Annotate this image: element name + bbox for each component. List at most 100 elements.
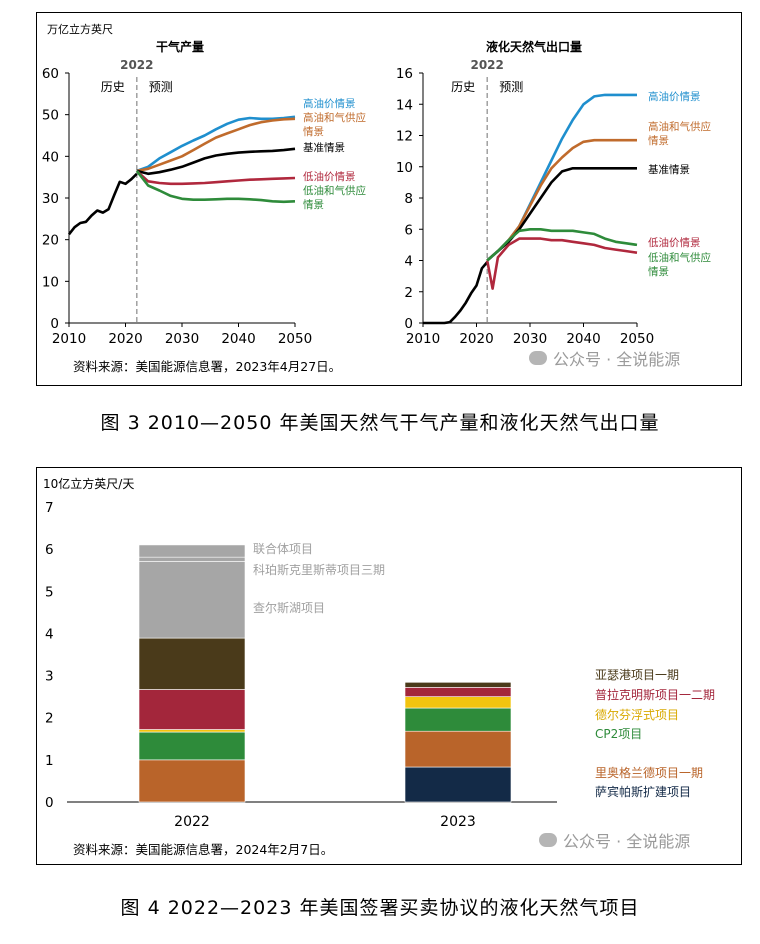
series-line-1 [136, 115, 296, 173]
y-tick-label: 4 [45, 626, 54, 642]
wechat-icon [539, 833, 557, 847]
chart-title: 液化天然气出口量 [486, 39, 582, 54]
y-tick-label: 3 [45, 669, 54, 685]
wechat-icon [529, 351, 547, 365]
x-tick-label: 2010 [406, 331, 440, 347]
bar-segment-2023-4 [404, 696, 512, 709]
series-label: 基准情景 [648, 163, 690, 176]
x-tick-label: 2030 [513, 331, 547, 347]
y-tick-label: 5 [45, 584, 54, 600]
y-tick-label: 14 [396, 97, 413, 113]
y-tick-label: 20 [42, 233, 59, 249]
watermark-2: 公众号 · 全说能源 [539, 828, 690, 852]
bar-label-2023: CP2项目 [595, 727, 642, 741]
bar-label-2023: 萨宾帕斯扩建项目 [595, 784, 691, 799]
x-tick-label: 2020 [459, 331, 493, 347]
series-label: 基准情景 [303, 141, 345, 154]
bar-segment-2022-9 [138, 544, 246, 558]
figure2-source: 资料来源：美国能源信息署，2024年2月7日。 [73, 842, 333, 857]
x-tick-label: 2040 [566, 331, 600, 347]
bar-segment-2022-3 [138, 731, 246, 761]
bar-label-2022: 联合体项目 [253, 541, 313, 556]
x-tick-label: 2040 [221, 331, 255, 347]
figure2-svg: 10亿立方英尺/天 资料来源：美国能源信息署，2024年2月7日。 0 1 2 3 4 5… [43, 476, 715, 857]
x-tick-label: 2030 [165, 331, 199, 347]
y-tick-label: 0 [45, 795, 54, 811]
y-tick-label: 4 [404, 254, 413, 270]
y-tick-label: 7 [45, 500, 54, 516]
divider-year-label: 2022 [120, 58, 153, 72]
forecast-label: 预测 [499, 80, 523, 94]
bar-label-2023: 德尔芬浮式项目 [595, 707, 679, 722]
chart-lng-contracts: 0 1 2 3 4 5 6 7 2022 2023 联合体项目科珀斯克里斯蒂项目三期查尔斯湖项目亚瑟… [45, 500, 715, 830]
y-tick-label: 8 [404, 191, 413, 207]
y-tick-label: 60 [42, 66, 59, 82]
y-tick-label: 6 [45, 542, 54, 558]
bar-segment-2023-2 [404, 730, 512, 768]
bar-segment-2022-4 [138, 729, 246, 733]
figure2-unit: 10亿立方英尺/天 [43, 476, 134, 491]
x-tick-label: 2010 [52, 331, 86, 347]
series-line-0 [423, 261, 489, 325]
series-label: 高油价情景 [648, 90, 701, 103]
bar-label-2022: 查尔斯湖项目 [253, 600, 325, 615]
series-label: 高油价情景 [303, 97, 356, 110]
bar-segment-2022-8 [138, 556, 246, 562]
series-line-2 [136, 117, 296, 173]
y-tick-label: 40 [42, 149, 59, 165]
y-tick-label: 2 [404, 285, 413, 301]
series-line-5 [135, 170, 296, 204]
y-tick-label: 10 [396, 160, 413, 176]
x-tick-label: 2050 [278, 331, 312, 347]
chart-title: 干气产量 [156, 39, 204, 54]
figure2-caption: 图 4 2022—2023 年美国签署买卖协议的液化天然气项目 [120, 897, 640, 919]
series-label: 低油和气供应 [648, 251, 711, 264]
figure2-frame: 10亿立方英尺/天 资料来源：美国能源信息署，2024年2月7日。 0 1 2 3 4 5… [36, 467, 742, 865]
x-tick-label: 2023 [440, 814, 476, 830]
y-tick-label: 0 [50, 316, 59, 332]
forecast-label: 预测 [149, 80, 173, 94]
history-label: 历史 [101, 80, 125, 94]
bar-segment-2023-5 [404, 687, 512, 697]
watermark-1: 公众号 · 全说能源 [529, 346, 680, 370]
series-label: 低油和气供应 [303, 184, 366, 197]
divider-year-label: 2022 [470, 58, 503, 72]
series-label: 情景 [303, 125, 324, 138]
watermark-2-text: 公众号 · 全说能源 [563, 832, 691, 851]
series-line-3 [136, 147, 296, 176]
bar-segment-2022-7 [138, 561, 246, 639]
figure1-svg: 万亿立方英尺 资料来源：美国能源信息署，2023年4月27日。 干气产量 0 10 2… [42, 22, 712, 374]
x-tick-label: 2020 [108, 331, 142, 347]
series-line-1 [486, 93, 637, 262]
y-tick-label: 1 [45, 753, 54, 769]
bar-segment-2023-1 [404, 766, 512, 803]
bar-segment-2022-6 [138, 637, 246, 690]
chart-lng-exports: 液化天然气出口量 0 2 4 6 8 10 12 14 16 2010 2020 2030 2040 205… [396, 39, 712, 347]
bar-label-2023: 里奥格兰德项目一期 [595, 765, 703, 780]
figure1-source: 资料来源：美国能源信息署，2023年4月27日。 [73, 359, 341, 374]
figure1-caption: 图 3 2010—2050 年美国天然气干气产量和液化天然气出口量 [100, 412, 660, 434]
x-tick-label: 2050 [620, 331, 654, 347]
series-label: 低油价情景 [648, 236, 701, 249]
bar-label-2023: 普拉克明斯项目一二期 [595, 687, 715, 702]
series-label: 情景 [648, 265, 669, 278]
bar-label-2022: 科珀斯克里斯蒂项目三期 [253, 563, 385, 577]
series-label: 高油和气供应 [303, 111, 366, 124]
figure1-unit: 万亿立方英尺 [47, 22, 113, 36]
y-tick-label: 10 [42, 274, 59, 290]
bar-segment-2022-5 [138, 689, 246, 730]
series-label: 高油和气供应 [648, 120, 711, 133]
series-line-4 [485, 237, 638, 290]
history-label: 历史 [451, 80, 475, 94]
y-tick-label: 50 [42, 108, 59, 124]
y-tick-label: 16 [396, 66, 413, 82]
series-label: 情景 [648, 134, 669, 147]
bar-segment-2023-3 [404, 707, 512, 732]
y-tick-label: 0 [404, 316, 413, 332]
series-line-5 [486, 228, 638, 262]
figure1-frame: 万亿立方英尺 资料来源：美国能源信息署，2023年4月27日。 干气产量 0 10 2… [36, 12, 742, 386]
series-label: 低油价情景 [303, 170, 356, 183]
series-line-0 [67, 172, 138, 236]
bar-segment-2022-0 [138, 759, 246, 803]
